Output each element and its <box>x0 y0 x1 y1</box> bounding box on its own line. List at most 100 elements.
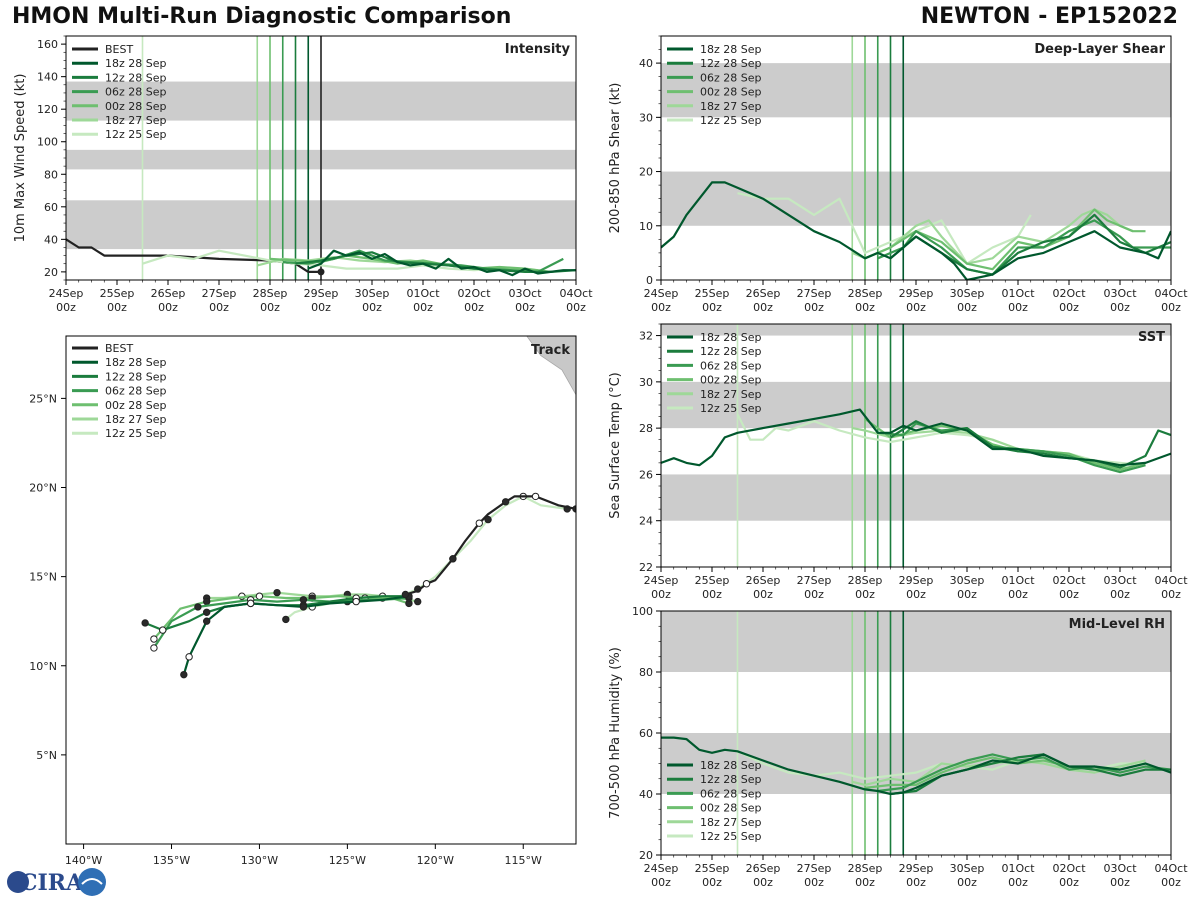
track-ytick-label: 20°N <box>29 482 57 495</box>
shear-xtick-hour: 00z <box>1161 301 1181 314</box>
intensity-xtick-hour: 00z <box>515 301 535 314</box>
shear-xtick-day: 29Sep <box>899 287 934 300</box>
rh-xtick-day: 29Sep <box>899 862 934 875</box>
track-legend-label-12z-28-sep: 12z 28 Sep <box>105 370 167 383</box>
sst-ytick-label: 28 <box>639 422 653 435</box>
sst-xtick-hour: 00z <box>753 588 773 601</box>
shear-legend-label-12z-25-sep: 12z 25 Sep <box>700 114 762 127</box>
track-series-06z-28-sep <box>152 596 409 649</box>
track-xtick-label: 130°W <box>241 854 278 867</box>
track-position-marker <box>202 597 211 606</box>
rh-legend-label-12z-25-sep: 12z 25 Sep <box>700 830 762 843</box>
track-series-18z-28-sep <box>182 595 410 676</box>
shear-xtick-hour: 00z <box>957 301 977 314</box>
shear-series-18z-28-sep <box>661 181 1171 280</box>
sst-ytick-label: 22 <box>639 561 653 574</box>
intensity-xtick-day: 28Sep <box>253 287 288 300</box>
track-xtick-label: 125°W <box>329 854 366 867</box>
shear-xtick-day: 27Sep <box>797 287 832 300</box>
cira-logo-icon: CIRA <box>7 868 106 896</box>
shear-xtick-hour: 00z <box>1008 301 1028 314</box>
shear-ytick-label: 30 <box>639 111 653 124</box>
track-position-marker <box>202 617 211 625</box>
intensity-xtick-day: 01Oct <box>406 287 440 300</box>
track-land-mass <box>526 336 576 396</box>
rh-ytick-label: 80 <box>639 666 653 679</box>
intensity-legend-label-18z-27-sep: 18z 27 Sep <box>105 114 167 127</box>
intensity-ytick-label: 100 <box>37 136 58 149</box>
track-position-marker <box>246 599 255 608</box>
track-position-marker <box>501 498 510 506</box>
track-legend-label-18z-28-sep: 18z 28 Sep <box>105 356 167 369</box>
track-legend-label-06z-28-sep: 06z 28 Sep <box>105 385 167 398</box>
intensity-xtick-day: 27Sep <box>202 287 237 300</box>
intensity-ytick-label: 120 <box>37 103 58 116</box>
shear-panel: 01020304024Sep00z25Sep00z26Sep00z27Sep00… <box>608 35 1188 314</box>
rh-xtick-day: 26Sep <box>746 862 781 875</box>
rh-xtick-hour: 00z <box>702 876 722 889</box>
intensity-legend-label-12z-25-sep: 12z 25 Sep <box>105 128 167 141</box>
sst-xtick-day: 01Oct <box>1001 574 1035 587</box>
rh-ytick-label: 100 <box>632 605 653 618</box>
shear-xtick-hour: 00z <box>651 301 671 314</box>
sst-band-0 <box>661 474 1171 521</box>
intensity-ytick-label: 160 <box>37 38 58 51</box>
intensity-xtick-day: 30Sep <box>355 287 390 300</box>
rh-xtick-day: 25Sep <box>695 862 730 875</box>
intensity-xtick-day: 26Sep <box>151 287 186 300</box>
intensity-xtick-day: 24Sep <box>49 287 84 300</box>
track-position-marker <box>273 588 281 597</box>
track-panel-title: Track <box>531 343 570 358</box>
rh-xtick-day: 30Sep <box>950 862 985 875</box>
intensity-panel-title: Intensity <box>505 42 571 57</box>
rh-plot-area <box>661 611 1171 855</box>
sst-xtick-hour: 00z <box>906 588 926 601</box>
shear-xtick-hour: 00z <box>702 301 722 314</box>
intensity-legend-label-best: BEST <box>105 43 133 56</box>
chart-title-right: NEWTON - EP152022 <box>920 4 1178 29</box>
rh-panel-title: Mid-Level RH <box>1069 617 1165 632</box>
intensity-plot-area <box>66 36 576 280</box>
shear-band-0 <box>661 171 1171 226</box>
intensity-legend-label-00z-28-sep: 00z 28 Sep <box>105 100 167 113</box>
track-position-marker <box>414 597 422 606</box>
shear-xtick-day: 04Oct <box>1154 287 1188 300</box>
intensity-xtick-day: 04Oct <box>559 287 593 300</box>
track-position-marker <box>255 592 264 600</box>
intensity-panel: 2040608010012014016024Sep00z25Sep00z26Se… <box>13 35 593 314</box>
sst-xtick-day: 03Oct <box>1103 574 1137 587</box>
shear-xtick-hour: 00z <box>906 301 926 314</box>
track-position-marker <box>150 635 158 643</box>
shear-ytick-label: 20 <box>639 166 653 179</box>
intensity-ylabel: 10m Max Wind Speed (kt) <box>13 74 28 243</box>
rh-legend-label-06z-28-sep: 06z 28 Sep <box>700 787 762 800</box>
sst-legend-label-00z-28-sep: 00z 28 Sep <box>700 374 762 387</box>
rh-xtick-hour: 00z <box>804 876 824 889</box>
rh-xtick-hour: 00z <box>1059 876 1079 889</box>
track-position-marker <box>185 653 193 661</box>
intensity-xtick-hour: 00z <box>413 301 433 314</box>
track-panel: 140°W 135°W 130°W 125°W 120°W 115°W 5°N 10°N 15°… <box>29 335 577 867</box>
intensity-xtick-hour: 00z <box>209 301 229 314</box>
rh-band-1 <box>661 611 1171 672</box>
sst-xtick-day: 30Sep <box>950 574 985 587</box>
shear-series-18z-27-sep <box>851 208 1134 265</box>
intensity-ytick-label: 40 <box>44 233 58 246</box>
shear-series-12z-25-sep <box>737 192 1032 265</box>
intensity-series-18z-28-sep <box>307 249 576 277</box>
intensity-xtick-hour: 00z <box>158 301 178 314</box>
cira-emblem-icon <box>78 868 106 896</box>
sst-xtick-hour: 00z <box>1110 588 1130 601</box>
rh-ytick-label: 20 <box>639 849 653 862</box>
shear-xtick-day: 25Sep <box>695 287 730 300</box>
track-legend-label-00z-28-sep: 00z 28 Sep <box>105 399 167 412</box>
chart-title-left: HMON Multi-Run Diagnostic Comparison <box>12 4 512 29</box>
intensity-xtick-hour: 00z <box>566 301 586 314</box>
track-position-marker <box>194 603 202 611</box>
shear-xtick-day: 28Sep <box>848 287 883 300</box>
rh-legend-label-18z-27-sep: 18z 27 Sep <box>700 816 762 829</box>
sst-xtick-day: 25Sep <box>695 574 730 587</box>
rh-xtick-hour: 00z <box>1161 876 1181 889</box>
shear-xtick-hour: 00z <box>855 301 875 314</box>
rh-xtick-hour: 00z <box>1008 876 1028 889</box>
